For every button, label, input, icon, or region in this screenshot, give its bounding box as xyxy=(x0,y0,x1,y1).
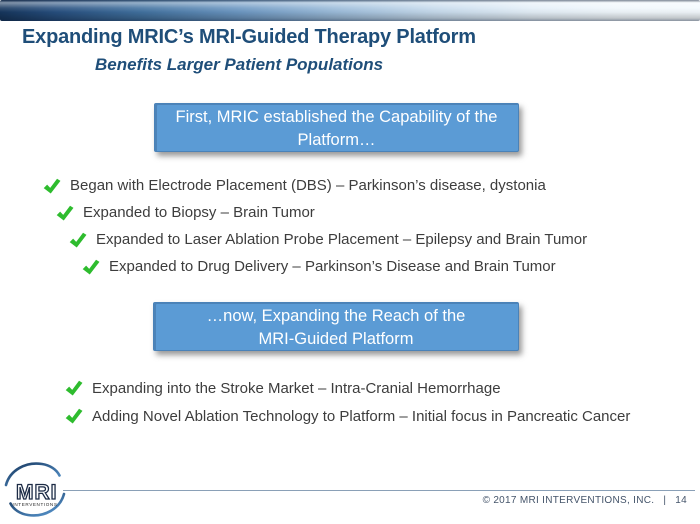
footer-separator: | xyxy=(663,495,667,506)
bullet-text: Expanding into the Stroke Market – Intra… xyxy=(92,379,501,397)
logo-text: MRI xyxy=(16,481,58,504)
expansion-banner-line1: …now, Expanding the Reach of the xyxy=(206,307,466,325)
logo-swoosh-top-icon xyxy=(4,462,61,487)
bullet-text: Expanded to Biopsy – Brain Tumor xyxy=(83,204,315,221)
slide-title: Expanding MRIC’s MRI-Guided Therapy Plat… xyxy=(22,26,476,48)
checkmark-icon xyxy=(65,380,83,396)
capability-banner-line1: First, MRIC established the Capability o… xyxy=(175,108,498,126)
expansion-banner-line2: MRI-Guided Platform xyxy=(258,330,414,348)
footer-text: © 2017 MRI INTERVENTIONS, INC. | 14 xyxy=(483,495,687,506)
footer-page-number: 14 xyxy=(675,495,687,506)
checkmark-icon xyxy=(65,408,83,424)
mri-interventions-logo: MRI INTERVENTIONS xyxy=(4,462,66,517)
bullet-item: Adding Novel Ablation Technology to Plat… xyxy=(65,402,630,430)
slide-subtitle: Benefits Larger Patient Populations xyxy=(95,55,384,74)
footer-copyright: © 2017 MRI INTERVENTIONS, INC. xyxy=(482,495,655,506)
checkmark-icon xyxy=(69,232,87,247)
capability-banner-line2: Platform… xyxy=(297,131,376,149)
bullet-item: Expanded to Laser Ablation Probe Placeme… xyxy=(69,226,587,253)
capability-banner: First, MRIC established the Capability o… xyxy=(154,103,519,152)
capability-bullet-list: Began with Electrode Placement (DBS) – P… xyxy=(0,172,587,280)
title-bar-decoration xyxy=(0,0,700,21)
bullet-item: Expanded to Drug Delivery – Parkinson’s … xyxy=(82,253,587,280)
logo-subtext: INTERVENTIONS xyxy=(13,502,58,507)
bullet-item: Expanding into the Stroke Market – Intra… xyxy=(65,374,630,402)
checkmark-icon xyxy=(43,178,61,193)
bullet-item: Expanded to Biopsy – Brain Tumor xyxy=(56,199,587,226)
bullet-text: Expanded to Drug Delivery – Parkinson’s … xyxy=(109,258,556,275)
bullet-text: Expanded to Laser Ablation Probe Placeme… xyxy=(96,231,588,248)
bullet-item: Began with Electrode Placement (DBS) – P… xyxy=(43,172,587,199)
checkmark-icon xyxy=(82,259,100,274)
bullet-text: Began with Electrode Placement (DBS) – P… xyxy=(70,177,546,194)
expansion-banner: …now, Expanding the Reach of the MRI-Gui… xyxy=(153,302,519,351)
footer-divider xyxy=(63,490,695,491)
bullet-text: Adding Novel Ablation Technology to Plat… xyxy=(92,407,631,425)
expansion-bullet-list: Expanding into the Stroke Market – Intra… xyxy=(0,374,630,430)
logo-swoosh-bottom-icon xyxy=(9,492,66,517)
checkmark-icon xyxy=(56,205,74,220)
